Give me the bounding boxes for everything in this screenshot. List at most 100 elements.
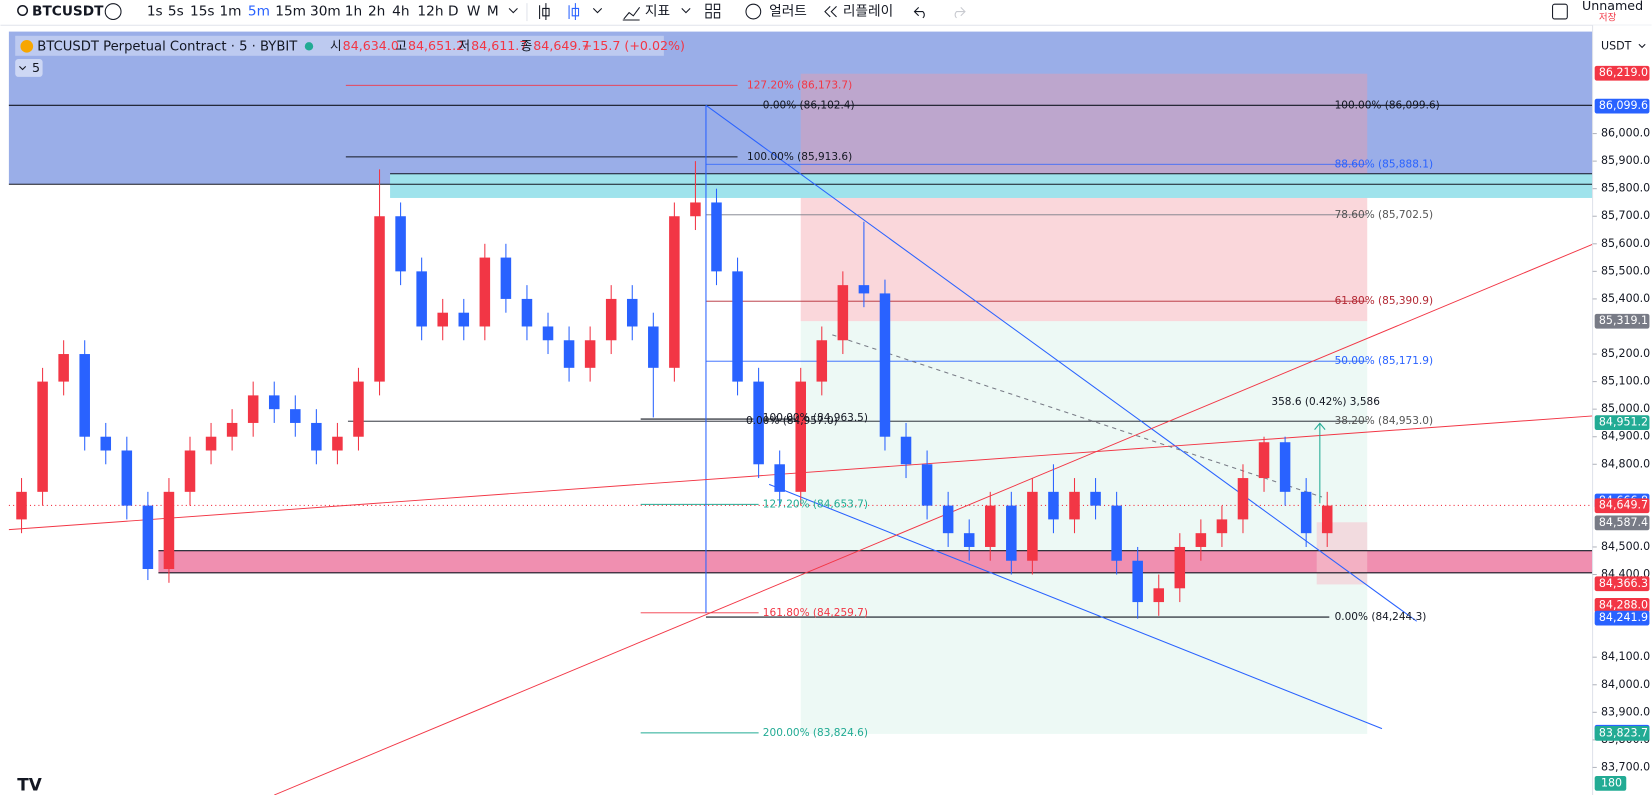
indicator-icon[interactable] [622,7,641,21]
undo[interactable] [913,6,925,19]
alert[interactable]: 얼러트 [769,4,807,20]
interval[interactable]: D [448,4,459,20]
dropdown-arrow[interactable] [592,8,603,14]
candle-body [37,381,48,492]
price-tag [1594,415,1650,430]
dropdown-arrow[interactable] [1638,43,1646,49]
candle-body [79,354,90,437]
candle-body [837,285,849,341]
dropdown-arrow[interactable] [681,8,691,14]
zone-pink [158,550,1593,573]
candle-body [521,298,533,327]
legend-value: 84,634.0 [343,38,399,53]
symbol[interactable]: BTCUSDT [32,4,104,20]
price-tag-label: 86,099.6 [1599,99,1648,112]
legend-key: 고 [395,38,407,53]
save[interactable]: 저장 [1599,12,1617,23]
fib-label: 100.00% (85,913.6) [747,151,852,163]
y-tick-label: 85,900.0 [1601,154,1650,167]
price-tag [1594,498,1650,514]
candle-body [1216,519,1228,534]
y-tick-label: 86,000.0 [1601,127,1650,140]
trend-line [768,483,1383,730]
candle-body [605,298,617,341]
layout-icon[interactable] [713,12,721,19]
legend-bg [15,35,664,56]
add-symbol[interactable] [104,3,122,21]
legend-value: 84,611.7 [471,38,527,53]
candle-body [247,395,259,423]
fib-label: 127.20% (86,173.7) [747,79,852,91]
interval[interactable]: M [487,4,499,20]
search-icon[interactable] [17,5,29,17]
fib-label: 100.00% (86,099.6) [1335,99,1440,111]
interval[interactable]: 1s [147,4,163,20]
zone-blue [8,31,1593,185]
redo[interactable] [954,6,966,19]
price-tag [1594,313,1650,329]
indicators[interactable]: 지표 [645,4,670,20]
status-dot [304,42,314,51]
fib-label: 88.60% (85,888.1) [1335,158,1433,170]
fib-label: 161.80% (84,259.7) [763,607,868,619]
interval-toggle[interactable] [15,58,43,77]
legend-value: 84,651.2 [408,38,464,53]
y-tick-label: 83,900.0 [1601,705,1650,718]
candle-body [142,505,154,570]
candle-body [1132,560,1143,603]
interval[interactable]: 1m [219,4,241,20]
candle-body [985,505,996,547]
interval[interactable]: 4h [392,4,409,20]
interval[interactable]: 2h [368,4,385,20]
dropdown-arrow[interactable] [508,8,518,14]
layout-icon[interactable] [705,12,712,19]
candle-body [184,450,196,492]
layout-icon[interactable] [705,3,712,11]
layout-icon[interactable] [713,3,721,11]
trend-line [705,104,1418,622]
fullscreen[interactable] [1552,3,1568,20]
fib-label: 127.20% (84,653.7) [763,498,868,510]
candle-body [163,491,175,570]
candle-body [879,293,891,437]
chart-type-icon[interactable] [539,3,550,21]
candle-body [963,533,975,547]
price-tag [1594,65,1650,81]
volume-tag [1594,776,1627,791]
interval[interactable]: 5s [168,4,184,20]
alert-icon[interactable] [745,3,762,20]
candle-body [900,436,912,465]
interval[interactable]: 15m [275,4,306,20]
candle-body [1174,546,1186,589]
candle-body [1006,505,1017,561]
candle-body [100,436,112,451]
candles [16,161,1333,619]
replay[interactable]: 리플레이 [843,4,893,20]
currency[interactable]: USDT [1601,39,1632,52]
interval[interactable]: 30m [310,4,341,20]
y-tick-label: 84,900.0 [1601,430,1650,443]
interval[interactable]: 12h [417,4,443,20]
logo[interactable]: TV [17,775,42,795]
candle-body [921,464,933,506]
price-tag [1594,515,1650,531]
candle-body [479,257,491,327]
toggle-arrow [19,65,27,71]
candle-body [1111,505,1122,561]
layout-name[interactable]: Unnamed [1582,0,1643,13]
interval[interactable]: 1h [345,4,362,20]
fib-label: 50.00% (85,171.9) [1335,355,1433,367]
interval-active[interactable]: 5m [248,4,270,20]
candle-body [16,491,27,520]
trend-line [274,243,1593,795]
candle-icon[interactable] [568,3,580,21]
fib-label: 61.80% (85,390.9) [1335,295,1433,307]
interval[interactable]: 15s [190,4,215,20]
candle-body [458,312,470,327]
candle-body [795,381,806,492]
candle-body [942,505,954,534]
interval[interactable]: W [467,4,481,20]
replay-icon[interactable] [824,5,837,18]
candle-body [1237,478,1249,520]
candle-body [500,257,512,299]
